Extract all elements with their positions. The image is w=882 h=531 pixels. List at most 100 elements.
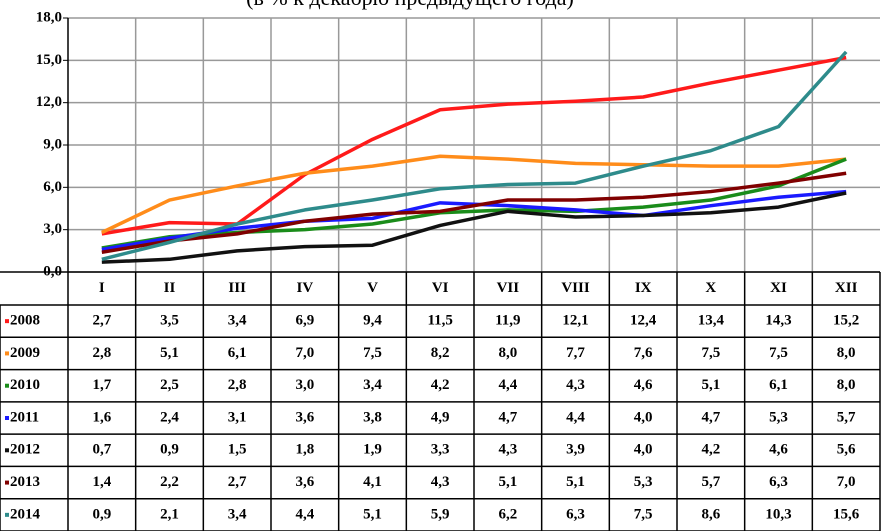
- legend-label: 2012: [10, 442, 40, 458]
- legend-label: 2013: [10, 474, 40, 490]
- table-cell: 4,1: [363, 474, 382, 490]
- x-tick-label: VI: [432, 280, 449, 296]
- table-cell: 7,6: [634, 345, 653, 361]
- table-cell: 1,9: [363, 442, 382, 458]
- table-cell: 4,4: [498, 377, 517, 393]
- table-cell: 6,2: [498, 506, 517, 522]
- table-cell: 15,6: [833, 506, 860, 522]
- table-cell: 3,4: [228, 506, 247, 522]
- table-cell: 6,3: [566, 506, 585, 522]
- table-cell: 7,5: [634, 506, 653, 522]
- x-tick-label: II: [164, 280, 176, 296]
- table-cell: 3,1: [228, 409, 247, 425]
- table-cell: 2,2: [160, 474, 179, 490]
- table-cell: 0,9: [160, 442, 179, 458]
- legend-marker: [5, 351, 9, 356]
- table-cell: 6,1: [769, 377, 788, 393]
- table-cell: 0,9: [92, 506, 111, 522]
- table-cell: 15,2: [833, 313, 859, 329]
- table-cell: 2,4: [160, 409, 179, 425]
- table-cell: 7,7: [566, 345, 585, 361]
- x-tick-label: III: [228, 280, 246, 296]
- x-tick-label: I: [99, 280, 105, 296]
- table-cell: 5,1: [498, 474, 517, 490]
- table-cell: 4,4: [566, 409, 585, 425]
- table-cell: 8,0: [498, 345, 517, 361]
- table-cell: 4,2: [701, 442, 720, 458]
- y-tick-label: 18,0: [36, 9, 62, 25]
- table-cell: 5,1: [701, 377, 720, 393]
- table-cell: 2,1: [160, 506, 179, 522]
- table-cell: 5,7: [701, 474, 720, 490]
- table-cell: 1,8: [295, 442, 314, 458]
- series-line: [101, 157, 847, 250]
- y-tick-label: 15,0: [36, 52, 62, 68]
- legend-marker: [5, 480, 9, 485]
- table-cell: 14,3: [765, 313, 791, 329]
- legend-marker: [5, 319, 9, 324]
- legend-label: 2009: [10, 345, 40, 361]
- series-line: [101, 171, 847, 254]
- x-tick-label: VII: [497, 280, 520, 296]
- table-cell: 3,8: [363, 409, 382, 425]
- table-cell: 6,9: [295, 313, 314, 329]
- table-cell: 3,5: [160, 313, 179, 329]
- table-cell: 3,0: [295, 377, 314, 393]
- x-tick-label: V: [367, 280, 378, 296]
- table-cell: 2,7: [228, 474, 247, 490]
- y-tick-label: 6,0: [43, 179, 62, 195]
- y-tick-label: 3,0: [43, 221, 62, 237]
- table-cell: 1,6: [92, 409, 111, 425]
- legend-label: 2011: [10, 409, 39, 425]
- table-cell: 5,1: [160, 345, 179, 361]
- table-cell: 4,7: [498, 409, 517, 425]
- table-cell: 5,6: [837, 442, 856, 458]
- table-cell: 8,6: [701, 506, 720, 522]
- legend-marker: [5, 383, 9, 388]
- series-line: [101, 191, 847, 264]
- table-cell: 6,1: [228, 345, 247, 361]
- table-cell: 4,6: [769, 442, 788, 458]
- x-tick-label: XII: [835, 280, 858, 296]
- table-cell: 2,5: [160, 377, 179, 393]
- x-tick-label: IX: [635, 280, 652, 296]
- table-cell: 5,1: [566, 474, 585, 490]
- table-cell: 8,0: [837, 345, 856, 361]
- table-cell: 4,3: [566, 377, 585, 393]
- table-cell: 4,4: [295, 506, 314, 522]
- table-cell: 9,4: [363, 313, 382, 329]
- table-cell: 7,0: [837, 474, 856, 490]
- series-line: [101, 50, 848, 261]
- x-tick-label: X: [705, 280, 716, 296]
- table-cell: 5,3: [634, 474, 653, 490]
- table-cell: 11,5: [427, 313, 452, 329]
- table-cell: 0,7: [92, 442, 111, 458]
- table-cell: 5,9: [431, 506, 450, 522]
- table-cell: 12,4: [630, 313, 657, 329]
- table-cell: 4,9: [431, 409, 450, 425]
- table-cell: 8,2: [431, 345, 450, 361]
- table-cell: 11,9: [495, 313, 520, 329]
- table-cell: 7,5: [769, 345, 788, 361]
- table-cell: 12,1: [562, 313, 588, 329]
- table-cell: 3,6: [295, 474, 314, 490]
- x-tick-label: VIII: [561, 280, 590, 296]
- table-cell: 3,6: [295, 409, 314, 425]
- legend-label: 2014: [10, 506, 41, 522]
- table-cell: 2,8: [92, 345, 111, 361]
- table-cell: 13,4: [698, 313, 725, 329]
- y-tick-label: 9,0: [43, 136, 62, 152]
- table-cell: 4,3: [431, 474, 450, 490]
- table-cell: 7,5: [701, 345, 720, 361]
- series-line: [101, 55, 847, 236]
- table-cell: 4,0: [634, 409, 653, 425]
- table-cell: 4,0: [634, 442, 653, 458]
- table-cell: 10,3: [765, 506, 791, 522]
- table-cell: 7,0: [295, 345, 314, 361]
- table-cell: 4,3: [498, 442, 517, 458]
- table-cell: 5,1: [363, 506, 382, 522]
- chart-subtitle: (в % к декабрю предыдущего года): [246, 0, 574, 10]
- legend-label: 2008: [10, 313, 40, 329]
- table-cell: 4,2: [431, 377, 450, 393]
